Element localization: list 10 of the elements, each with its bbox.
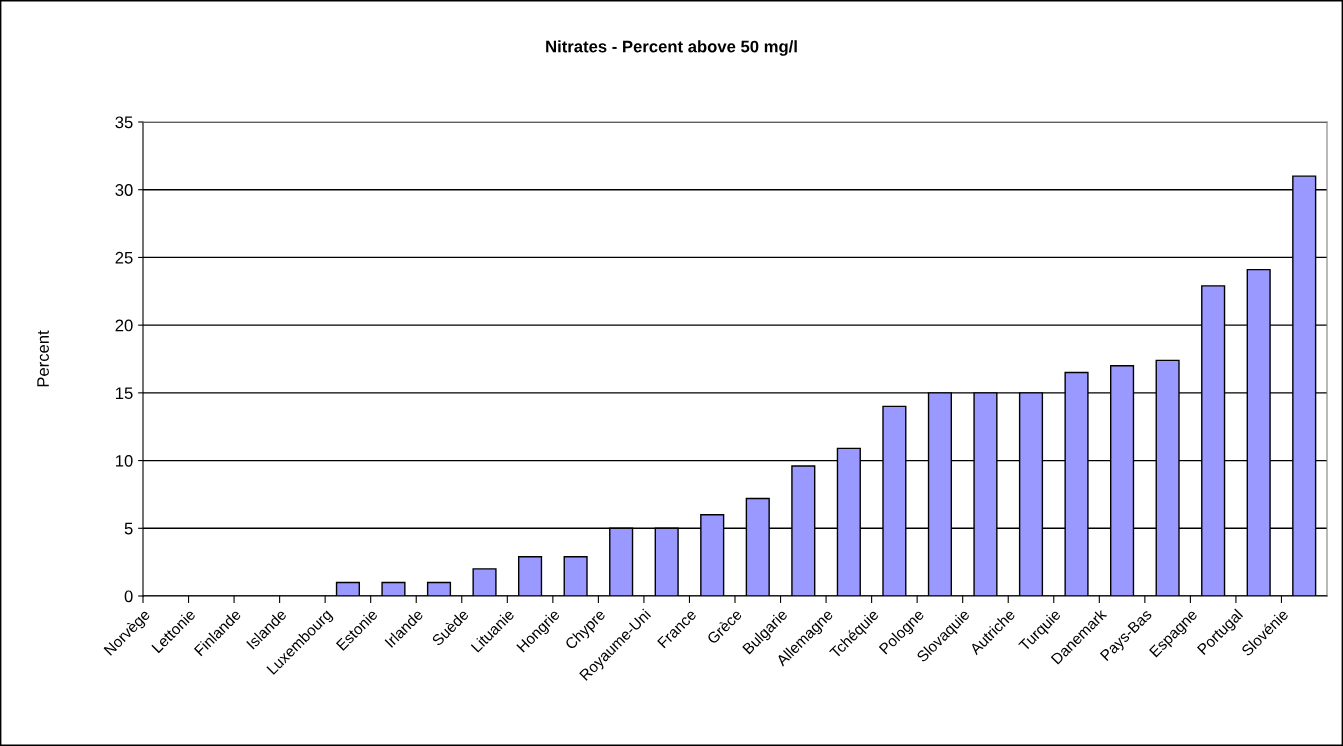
y-tick-label: 5 (124, 522, 133, 535)
y-tick-label: 10 (116, 454, 133, 467)
y-tick-label: 15 (116, 387, 133, 400)
y-tick-label: 30 (115, 184, 133, 196)
y-tick-label: 25 (115, 251, 133, 264)
y-tick-label: 20 (115, 319, 133, 332)
chart-title: Nitrates - Percent above 50 mg/l (546, 40, 797, 56)
y-axis-title: Percent (37, 330, 49, 387)
y-tick-label: 0 (124, 590, 133, 603)
y-tick-label: 35 (115, 116, 133, 129)
